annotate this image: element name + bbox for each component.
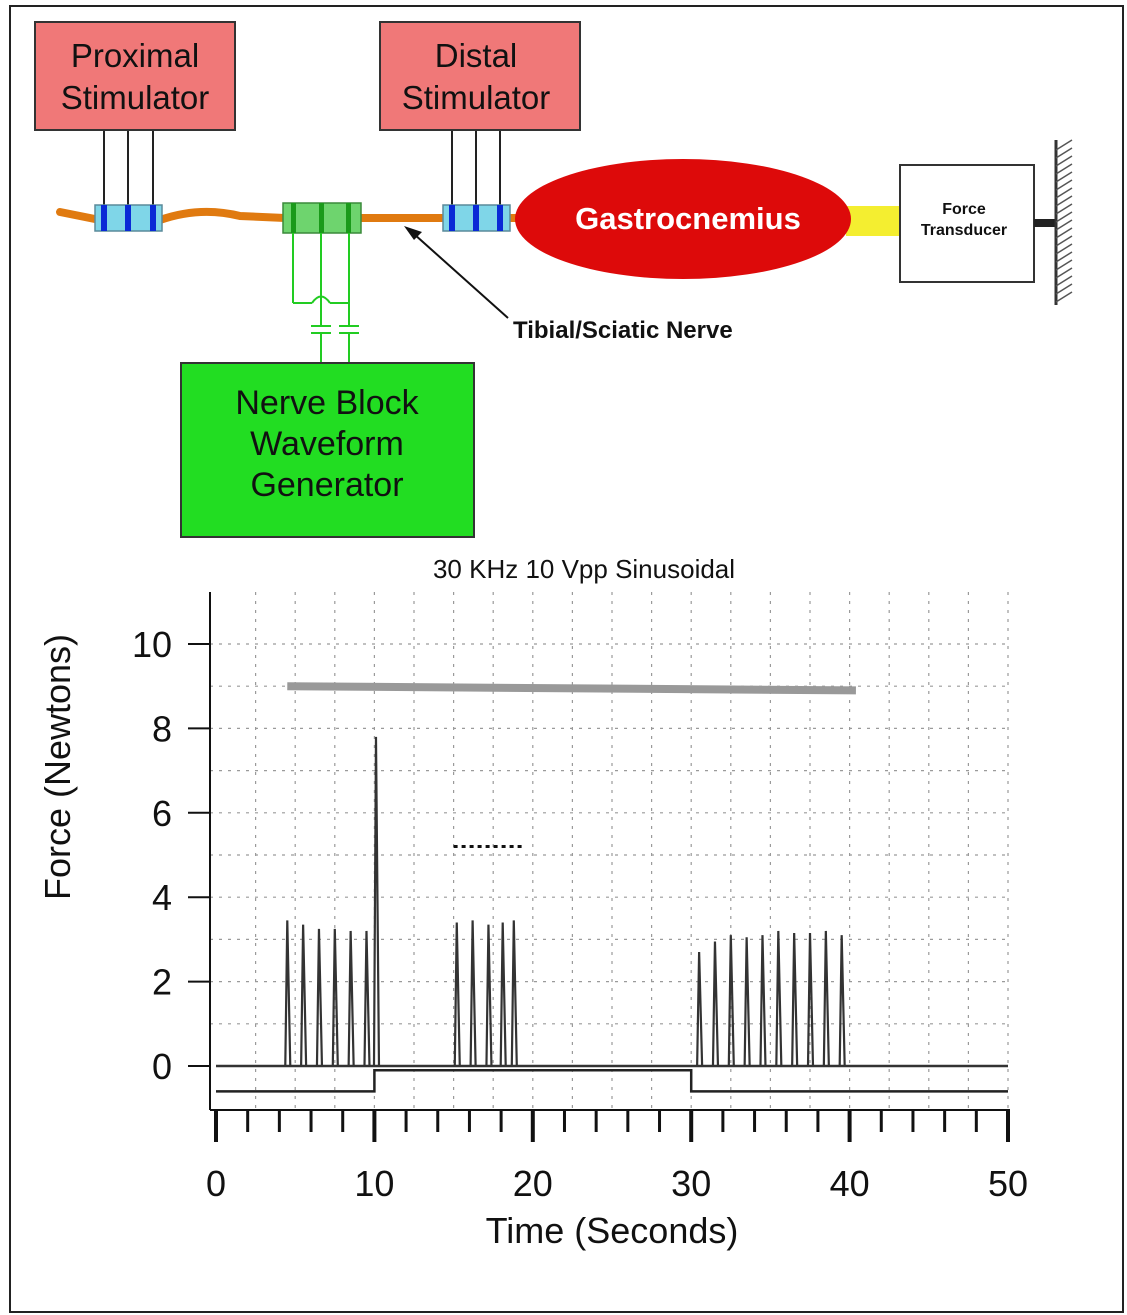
- nerve-label: Tibial/Sciatic Nerve: [513, 317, 733, 344]
- wall-hatch-line: [1055, 147, 1073, 159]
- nerve-block-electrode-cuff: [282, 202, 362, 234]
- wall-hatch-line: [1055, 251, 1073, 263]
- wall-hatch-line: [1055, 275, 1073, 287]
- wall-hatch-line: [1055, 235, 1073, 247]
- force-chart: 30 KHz 10 Vpp Sinusoidal 0 2 4 6 8 10 0 10 20 30…: [37, 554, 1028, 1251]
- force-twitch-spike: [838, 935, 846, 1067]
- proximal-stimulator-label-line2: Stimulator: [61, 79, 210, 116]
- force-twitch-spike: [453, 922, 461, 1067]
- force-twitch-spike: [510, 920, 518, 1067]
- x-tick-label: 20: [513, 1163, 553, 1204]
- y-tick-label: 10: [132, 624, 172, 665]
- y-tick-label: 4: [152, 877, 172, 918]
- force-twitch-spike: [759, 935, 767, 1067]
- x-tick-label: 10: [354, 1163, 394, 1204]
- y-tick-label: 2: [152, 962, 172, 1003]
- wall-hatch-line: [1055, 227, 1073, 239]
- force-twitch-spike: [315, 928, 324, 1067]
- proximal-stimulator-leads: [103, 130, 154, 206]
- distal-stimulator-label-line2: Stimulator: [402, 79, 551, 116]
- wall-hatch-line: [1055, 283, 1073, 295]
- wall-hatch-line: [1055, 203, 1073, 215]
- transducer-mount-bar: [1034, 219, 1056, 227]
- stimulation-period-bar: [287, 682, 856, 695]
- x-tick-label: 30: [671, 1163, 711, 1204]
- force-twitch-spike: [372, 736, 381, 1067]
- generator-label-line3: Generator: [250, 466, 403, 504]
- force-twitch-spike: [331, 928, 339, 1067]
- distal-electrode-cuff: [442, 204, 511, 232]
- fixed-wall: [1054, 139, 1073, 305]
- force-transducer-label-line1: Force: [942, 201, 986, 218]
- tibial-sciatic-nerve: [56, 207, 534, 224]
- y-tick-label: 0: [152, 1046, 172, 1087]
- wall-hatch-line: [1055, 195, 1073, 207]
- force-twitch-spike: [696, 952, 704, 1067]
- wall-hatch-line: [1055, 291, 1073, 303]
- wall-hatch-line: [1055, 267, 1073, 279]
- distal-stimulator-label-line1: Distal: [435, 37, 518, 74]
- x-tick-label: 50: [988, 1163, 1028, 1204]
- force-twitch-spike: [485, 924, 493, 1067]
- proximal-stimulator-label-line1: Proximal: [71, 37, 199, 74]
- chart-title: 30 KHz 10 Vpp Sinusoidal: [433, 554, 735, 584]
- force-twitch-spike: [743, 937, 751, 1067]
- y-axis-title: Force (Newtons): [37, 634, 78, 900]
- proximal-stimulator-box: Proximal Stimulator: [34, 21, 236, 131]
- block-indicator-trace: [216, 1068, 1008, 1093]
- wall-hatch-line: [1055, 211, 1073, 223]
- proximal-electrode-cuff: [94, 204, 163, 232]
- y-tick-label: 6: [152, 793, 172, 834]
- force-twitch-spike: [806, 933, 815, 1067]
- force-twitch-spike: [300, 924, 308, 1067]
- wall-hatch-line: [1055, 179, 1073, 191]
- generator-label-line1: Nerve Block: [235, 384, 419, 422]
- wall-hatch-line: [1055, 219, 1073, 231]
- force-twitch-spike: [469, 920, 477, 1067]
- force-twitch-spike: [727, 935, 735, 1067]
- block-generator-leads: [292, 233, 359, 363]
- force-transducer-box: Force Transducer: [899, 164, 1035, 283]
- wall-hatch-line: [1055, 187, 1073, 199]
- muscle-label: Gastrocnemius: [575, 201, 801, 236]
- y-axis: 0 2 4 6 8 10: [132, 592, 211, 1110]
- force-twitch-spike: [284, 920, 292, 1067]
- tendon: [846, 206, 902, 236]
- force-twitch-spike: [347, 930, 355, 1067]
- chart-grid: [210, 592, 1010, 1110]
- force-twitch-spike: [791, 933, 799, 1067]
- x-axis: 0 10 20 30 40 50: [206, 1109, 1028, 1204]
- wall-hatch-line: [1055, 155, 1073, 167]
- x-tick-label: 0: [206, 1163, 226, 1204]
- wall-hatch-line: [1055, 163, 1073, 175]
- force-twitch-spike: [499, 922, 507, 1067]
- gastrocnemius-muscle: Gastrocnemius: [515, 159, 851, 279]
- generator-label-line2: Waveform: [250, 425, 404, 463]
- x-axis-title: Time (Seconds): [486, 1210, 739, 1251]
- force-twitch-spike: [363, 930, 371, 1067]
- force-twitch-spike: [775, 930, 783, 1067]
- force-twitch-spike: [711, 941, 720, 1067]
- chart-series: [216, 682, 1008, 1093]
- nerve-callout: Tibial/Sciatic Nerve: [404, 226, 733, 344]
- distal-stimulator-box: Distal Stimulator: [379, 21, 581, 131]
- wall-hatch-line: [1055, 259, 1073, 271]
- y-tick-label: 8: [152, 708, 172, 749]
- wall-hatch-line: [1055, 243, 1073, 255]
- distal-stimulator-leads: [451, 130, 501, 206]
- wall-hatch-line: [1055, 139, 1073, 151]
- x-tick-label: 40: [830, 1163, 870, 1204]
- force-transducer-label-line2: Transducer: [921, 222, 1007, 239]
- wall-hatch-line: [1055, 171, 1073, 183]
- experimental-setup-diagram: Proximal Stimulator Distal Stimulator: [34, 21, 1073, 538]
- force-twitch-spike: [822, 930, 830, 1067]
- nerve-block-waveform-generator-box: Nerve Block Waveform Generator: [180, 362, 475, 538]
